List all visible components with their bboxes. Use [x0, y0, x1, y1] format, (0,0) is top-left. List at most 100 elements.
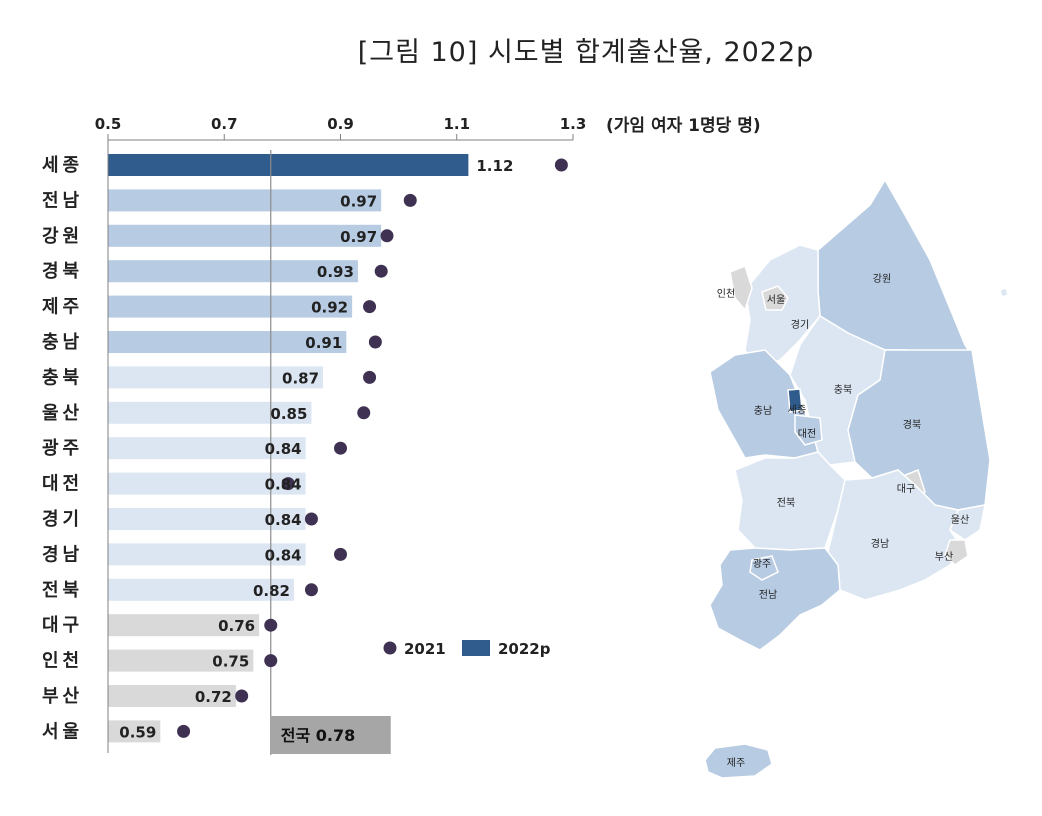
map-label: 대구: [897, 483, 915, 495]
x-tick-label: 0.7: [211, 115, 238, 133]
category-label: 서울: [42, 721, 83, 742]
map-region-seoul: [761, 285, 789, 311]
map-label: 부산: [935, 551, 953, 563]
dot-2021: [363, 370, 377, 384]
value-label: 0.92: [311, 299, 348, 317]
value-label: 0.85: [270, 405, 307, 423]
bar-2022p: [108, 401, 312, 424]
bar-2022p: [108, 508, 306, 530]
bar-2022p: [108, 437, 306, 460]
map-label: 경기: [791, 318, 809, 331]
legend-label-2022p: 2022p: [498, 640, 551, 658]
category-label: 대전: [42, 474, 83, 495]
dot-2021: [304, 583, 318, 597]
bar-2022p: [108, 614, 260, 637]
dot-2021: [334, 547, 347, 561]
dot-2021: [403, 193, 417, 207]
x-tick-label: 0.5: [95, 115, 122, 133]
x-tick-label: 0.9: [327, 115, 354, 133]
bar-2022p: [108, 224, 382, 247]
value-label: 0.72: [195, 688, 232, 706]
dot-2021: [281, 477, 295, 491]
value-label: 0.97: [340, 192, 377, 210]
map-label: 경남: [871, 537, 889, 550]
category-label: 경기: [42, 509, 83, 530]
category-label: 전남: [42, 190, 83, 211]
bar-2022p: [108, 720, 161, 743]
bar-2022p: [108, 366, 324, 389]
map-label: 경북: [903, 418, 921, 431]
value-label: 0.76: [218, 617, 255, 635]
value-label: 1.12: [476, 157, 513, 175]
map-label: 강원: [873, 273, 891, 285]
bar-2022p: [108, 685, 236, 707]
dot-2021: [334, 441, 347, 455]
category-label: 광주: [42, 438, 83, 459]
value-label: 0.91: [305, 334, 342, 352]
value-label: 0.84: [265, 440, 302, 458]
bar-2022p: [108, 543, 306, 566]
category-label: 부산: [42, 686, 83, 707]
category-label: 전북: [42, 580, 83, 601]
map-region-busan: [944, 539, 969, 566]
bar-2022p: [108, 154, 469, 176]
dot-2021: [177, 724, 191, 738]
dot-2021: [264, 654, 278, 668]
unit-label: (가임 여자 1명당 명): [606, 115, 761, 136]
value-label: 0.84: [265, 511, 302, 529]
legend-label-2021: 2021: [404, 640, 446, 658]
korea-map: [704, 178, 1009, 779]
category-label: 경북: [42, 261, 83, 282]
map-region-jeju: [704, 743, 773, 779]
bar-2022p: [108, 649, 254, 672]
map-region-sejong: [787, 388, 803, 413]
value-label: 0.84: [265, 476, 302, 494]
value-label: 0.59: [119, 723, 156, 741]
map-label: 세종: [788, 404, 806, 416]
dot-2021: [374, 264, 388, 278]
national-label: 전국 0.78: [281, 726, 356, 745]
map-region-incheon: [729, 265, 753, 312]
dot-2021: [304, 512, 318, 526]
map-region-daejeon: [794, 414, 823, 446]
dot-2021: [264, 618, 278, 632]
legend-marker-2021: [383, 641, 397, 655]
map-label: 인천: [717, 288, 735, 300]
bar-2022p: [108, 295, 353, 318]
map-label: 제주: [727, 757, 745, 769]
map-label: 전남: [759, 589, 777, 601]
map-region-gwangju: [749, 555, 779, 581]
dot-2021: [357, 406, 371, 420]
value-label: 0.82: [253, 582, 290, 600]
map-region-jeonnam: [709, 547, 841, 651]
bar-2022p: [108, 260, 358, 283]
category-label: 경남: [42, 544, 83, 565]
x-tick-label: 1.3: [560, 115, 587, 133]
legend-marker-2022p: [462, 640, 490, 656]
value-label: 0.97: [340, 228, 377, 246]
value-label: 0.75: [212, 653, 249, 671]
dot-2021: [368, 335, 382, 349]
bar-2022p: [108, 472, 306, 495]
dot-2021: [554, 158, 568, 172]
chart-title: [그림 10] 시도별 합계출산율, 2022p: [357, 37, 815, 68]
bar-2022p: [108, 578, 294, 601]
map-label: 충남: [754, 405, 772, 417]
category-label: 대구: [42, 615, 83, 636]
category-label: 세종: [42, 155, 83, 176]
map-label: 광주: [753, 558, 771, 570]
category-label: 울산: [42, 403, 83, 424]
map-label: 서울: [767, 294, 785, 306]
dot-2021: [363, 300, 377, 314]
bar-2022p: [108, 189, 382, 212]
value-label: 0.93: [317, 263, 354, 281]
category-label: 충남: [42, 332, 83, 353]
value-label: 0.87: [282, 369, 319, 387]
map-label: 전북: [777, 497, 795, 509]
category-label: 강원: [42, 226, 83, 247]
map-label: 충북: [834, 384, 852, 396]
map-label: 대전: [798, 428, 816, 440]
category-label: 충북: [42, 367, 83, 388]
dot-2021: [235, 689, 249, 703]
